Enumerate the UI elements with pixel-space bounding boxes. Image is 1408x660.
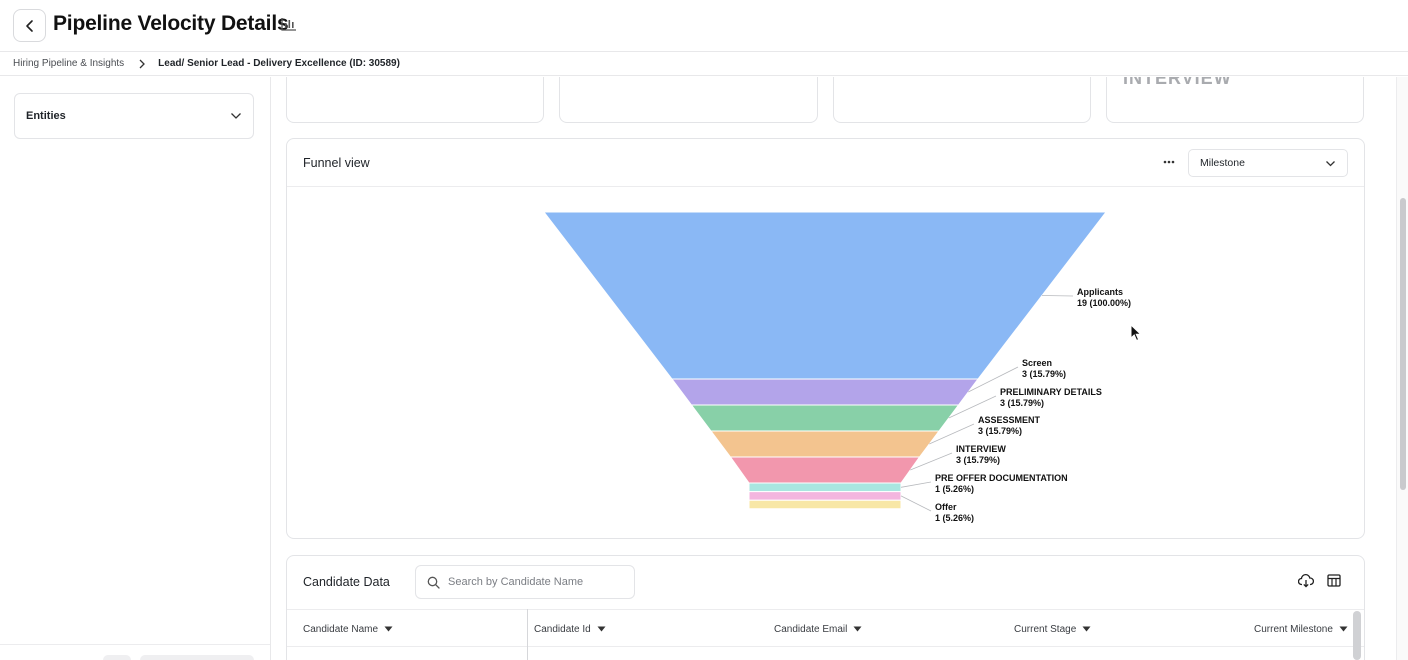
breadcrumb-item-current: Lead/ Senior Lead - Delivery Excellence … <box>158 58 400 69</box>
metric-card <box>559 77 818 123</box>
funnel-label-connector <box>1041 295 1074 297</box>
entities-label: Entities <box>26 110 66 122</box>
column-header-candidate-name[interactable]: Candidate Name <box>303 610 393 648</box>
main-content: INTERVIEW Funnel view Milestone Applican… <box>271 77 1396 660</box>
caret-down-icon <box>853 626 862 632</box>
column-header-label: Current Stage <box>1014 623 1077 635</box>
table-columns-icon[interactable] <box>1327 574 1341 587</box>
milestone-select-value: Milestone <box>1200 157 1245 169</box>
funnel-label-connector <box>929 423 975 445</box>
back-button[interactable] <box>13 9 46 42</box>
column-header-current-milestone[interactable]: Current Milestone <box>1254 610 1348 648</box>
funnel-label-name: Offer <box>935 502 957 512</box>
column-header-current-stage[interactable]: Current Stage <box>1014 610 1091 648</box>
column-header-label: Current Milestone <box>1254 623 1333 635</box>
funnel-label-value: 3 (15.79%) <box>1000 398 1044 408</box>
metric-value: INTERVIEW <box>1123 77 1232 88</box>
sidebar: Entities <box>0 77 271 660</box>
metric-card <box>286 77 544 123</box>
chevron-right-icon <box>138 59 146 69</box>
funnel-label-name: INTERVIEW <box>956 444 1006 454</box>
sidebar-footer <box>0 644 270 660</box>
funnel-label-value: 19 (100.00%) <box>1077 298 1131 308</box>
mouse-cursor-icon <box>1130 324 1142 342</box>
funnel-label-connector <box>900 495 932 512</box>
funnel-label-name: Applicants <box>1077 287 1123 297</box>
table-scrollbar-thumb[interactable] <box>1353 611 1361 660</box>
funnel-label-name: PRE OFFER DOCUMENTATION <box>935 473 1068 483</box>
candidate-data-title: Candidate Data <box>303 575 390 589</box>
candidate-search[interactable] <box>415 565 635 599</box>
column-header-label: Candidate Email <box>774 623 848 635</box>
column-header-candidate-email[interactable]: Candidate Email <box>774 610 862 648</box>
funnel-label-connector <box>900 481 932 488</box>
metric-card <box>833 77 1091 123</box>
candidate-table-header: Candidate Name Candidate Id Candidate Em… <box>287 609 1364 648</box>
funnel-segment-unlabeled[interactable] <box>748 499 902 510</box>
column-header-label: Candidate Id <box>534 623 591 635</box>
candidate-data-card: Candidate Data Candidate Name Candidate … <box>286 555 1365 660</box>
funnel-label-connector <box>948 395 997 419</box>
breadcrumb: Hiring Pipeline & Insights Lead/ Senior … <box>0 52 1408 76</box>
chevron-down-icon <box>231 113 241 119</box>
footer-button-partial[interactable] <box>103 655 131 660</box>
funnel-label-name: PRELIMINARY DETAILS <box>1000 387 1102 397</box>
page-scrollbar[interactable] <box>1396 77 1408 660</box>
funnel-header: Funnel view Milestone <box>287 139 1364 187</box>
page-scrollbar-thumb[interactable] <box>1400 198 1406 490</box>
funnel-segment-offer[interactable] <box>748 491 902 501</box>
funnel-segment-screen[interactable] <box>671 378 979 406</box>
chevron-down-icon <box>1326 160 1335 166</box>
funnel-segment-assessment[interactable] <box>710 430 940 458</box>
breadcrumb-item-hiring-pipeline[interactable]: Hiring Pipeline & Insights <box>13 58 125 69</box>
caret-down-icon <box>597 626 606 632</box>
caret-down-icon <box>384 626 393 632</box>
funnel-segment-pre-offer-documentation[interactable] <box>748 482 902 493</box>
column-header-candidate-id[interactable]: Candidate Id <box>534 610 606 648</box>
funnel-label-value: 1 (5.26%) <box>935 484 974 494</box>
funnel-card: Funnel view Milestone Applicants 19 (100.… <box>286 138 1365 539</box>
footer-button-partial[interactable] <box>140 655 254 660</box>
more-horizontal-icon <box>1163 160 1175 164</box>
funnel-segment-preliminary-details[interactable] <box>690 404 960 432</box>
funnel-label-value: 3 (15.79%) <box>978 426 1022 436</box>
cloud-download-icon[interactable] <box>1298 574 1314 588</box>
caret-down-icon <box>1339 626 1348 632</box>
funnel-label-connector <box>968 366 1019 393</box>
page-title: Pipeline Velocity Details <box>53 12 289 35</box>
column-divider[interactable] <box>527 609 528 660</box>
funnel-segment-interview[interactable] <box>729 456 921 484</box>
milestone-select[interactable]: Milestone <box>1188 149 1348 177</box>
page-header: Pipeline Velocity Details <box>0 0 1408 52</box>
funnel-label-value: 3 (15.79%) <box>956 455 1000 465</box>
candidate-search-input[interactable] <box>448 576 628 588</box>
bar-chart-icon[interactable] <box>281 17 297 31</box>
metric-card: INTERVIEW <box>1106 77 1364 123</box>
funnel-label-name: ASSESSMENT <box>978 415 1041 425</box>
funnel-label-connector <box>910 452 953 471</box>
funnel-label-value: 1 (5.26%) <box>935 513 974 523</box>
more-options-button[interactable] <box>1159 155 1179 169</box>
funnel-label-value: 3 (15.79%) <box>1022 369 1066 379</box>
column-header-label: Candidate Name <box>303 623 379 635</box>
chevron-left-icon <box>25 19 33 32</box>
funnel-segment-applicants[interactable] <box>542 211 1108 380</box>
funnel-label-name: Screen <box>1022 358 1052 368</box>
caret-down-icon <box>1082 626 1091 632</box>
search-icon <box>427 576 440 589</box>
entities-dropdown[interactable]: Entities <box>14 93 254 139</box>
funnel-title: Funnel view <box>303 156 370 170</box>
